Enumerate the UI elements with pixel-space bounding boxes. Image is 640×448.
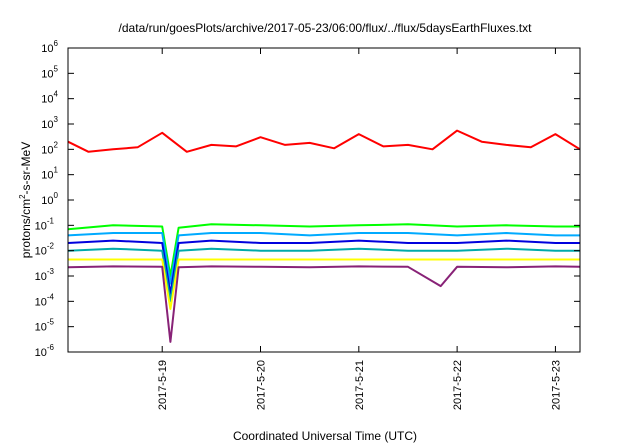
y-tick-label: 10-1 bbox=[35, 216, 55, 232]
x-ticks: 2017-5-19 2017-5-20 2017-5-21 2017-5-22 2017… bbox=[157, 48, 562, 410]
y-axis-label-main: protons/cm bbox=[19, 199, 33, 258]
y-axis-label-unit: -s-sr-MeV bbox=[19, 142, 33, 195]
x-tick-label: 2017-5-19 bbox=[157, 360, 169, 410]
y-tick-label: 10-2 bbox=[35, 242, 55, 258]
y-tick-label: 101 bbox=[41, 166, 58, 182]
y-ticks: 10-6 10-5 10-4 10-3 10-2 10-1 100 101 102 103 104 1… bbox=[35, 39, 580, 359]
series-line-2 bbox=[67, 232, 580, 285]
y-tick-label: 10-5 bbox=[35, 318, 55, 334]
series-line-0 bbox=[67, 129, 581, 153]
series-line-5 bbox=[68, 258, 580, 310]
y-axis-label: protons/cm2-s-sr-MeV bbox=[18, 142, 33, 258]
y-tick-label: 102 bbox=[41, 140, 58, 156]
series-line-3 bbox=[67, 239, 580, 295]
y-tick-label: 10-4 bbox=[35, 292, 55, 308]
y-tick-label: 106 bbox=[41, 39, 58, 55]
y-tick-label: 10-3 bbox=[35, 267, 55, 283]
x-tick-label: 2017-5-23 bbox=[550, 360, 562, 410]
y-tick-label: 10-6 bbox=[35, 343, 55, 359]
x-tick-label: 2017-5-21 bbox=[354, 360, 366, 410]
x-tick-label: 2017-5-20 bbox=[256, 360, 268, 410]
series-line-6 bbox=[67, 265, 581, 343]
series-line-1 bbox=[67, 223, 580, 277]
chart-title: /data/run/goesPlots/archive/2017-05-23/0… bbox=[119, 21, 533, 35]
series-line-4 bbox=[67, 247, 580, 303]
y-axis-label-sup: 2 bbox=[18, 194, 27, 199]
y-tick-label: 100 bbox=[41, 191, 58, 207]
x-tick-label: 2017-5-22 bbox=[452, 360, 464, 410]
series-layer bbox=[67, 129, 581, 343]
y-tick-label: 105 bbox=[41, 64, 58, 80]
y-tick-label: 103 bbox=[41, 115, 58, 131]
y-tick-label: 104 bbox=[41, 90, 58, 106]
x-axis-label: Coordinated Universal Time (UTC) bbox=[233, 429, 417, 443]
